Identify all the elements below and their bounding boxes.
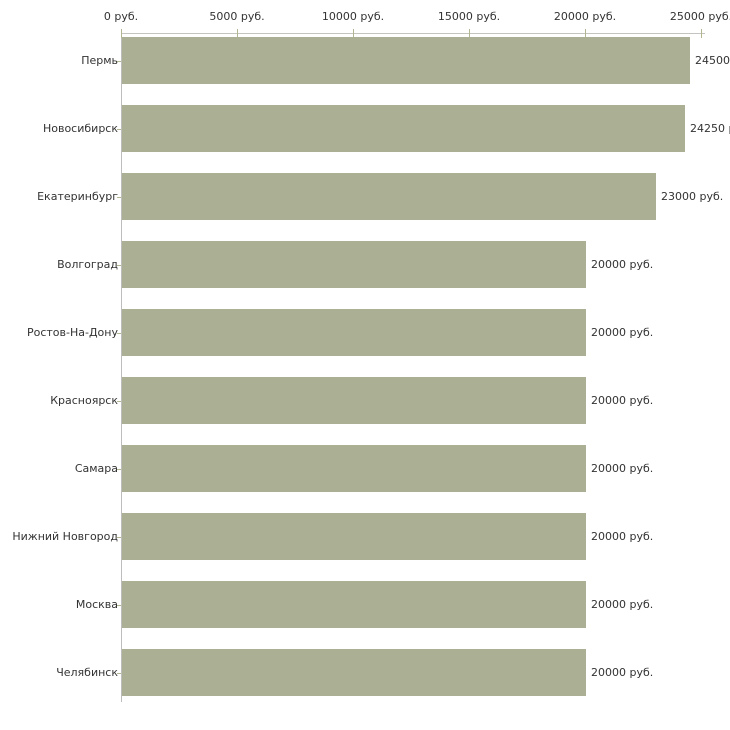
- bar: [122, 649, 586, 696]
- x-axis-tick-mark: [469, 29, 470, 38]
- y-axis-tick-mark: [117, 537, 121, 538]
- category-label: Ростов-На-Дону: [26, 325, 118, 339]
- x-axis-tick-label: 25000 руб.: [669, 10, 730, 23]
- x-axis-line: [121, 33, 705, 34]
- bar: [122, 445, 586, 492]
- bar: [122, 309, 586, 356]
- x-axis-tick-label: 0 руб.: [103, 10, 139, 23]
- value-label: 20000 руб.: [591, 461, 654, 475]
- category-label: Екатеринбург: [37, 189, 118, 203]
- value-label: 24500 руб.: [695, 53, 730, 67]
- bar: [122, 581, 586, 628]
- category-label: Пермь: [81, 53, 118, 67]
- bar: [122, 377, 586, 424]
- value-label: 20000 руб.: [591, 597, 654, 611]
- y-axis-tick-mark: [117, 61, 121, 62]
- y-axis-tick-mark: [117, 333, 121, 334]
- x-axis-tick-mark: [585, 29, 586, 38]
- value-label: 20000 руб.: [591, 325, 654, 339]
- x-axis-tick-mark: [121, 29, 122, 38]
- category-label: Москва: [75, 597, 118, 611]
- category-label: Волгоград: [57, 257, 118, 271]
- value-label: 20000 руб.: [591, 257, 654, 271]
- y-axis-tick-mark: [117, 197, 121, 198]
- category-label: Самара: [74, 461, 118, 475]
- y-axis-tick-mark: [117, 129, 121, 130]
- x-axis-tick-label: 15000 руб.: [437, 10, 501, 23]
- y-axis-tick-mark: [117, 401, 121, 402]
- value-label: 20000 руб.: [591, 529, 654, 543]
- y-axis-tick-mark: [117, 673, 121, 674]
- bar: [122, 241, 586, 288]
- value-label: 20000 руб.: [591, 393, 654, 407]
- y-axis-tick-mark: [117, 265, 121, 266]
- category-label: Красноярск: [50, 393, 118, 407]
- category-label: Нижний Новгород: [12, 529, 118, 543]
- value-label: 20000 руб.: [591, 665, 654, 679]
- value-label: 24250 руб.: [690, 121, 730, 135]
- x-axis-tick-label: 5000 руб.: [209, 10, 265, 23]
- category-label: Новосибирск: [42, 121, 118, 135]
- bar: [122, 37, 690, 84]
- y-axis-tick-mark: [117, 469, 121, 470]
- bar: [122, 173, 656, 220]
- x-axis-tick-label: 20000 руб.: [553, 10, 617, 23]
- bar: [122, 513, 586, 560]
- value-label: 23000 руб.: [661, 189, 724, 203]
- bar: [122, 105, 685, 152]
- category-label: Челябинск: [56, 665, 118, 679]
- y-axis-line: [121, 33, 122, 702]
- x-axis-tick-mark: [701, 29, 702, 38]
- x-axis-tick-label: 10000 руб.: [321, 10, 385, 23]
- y-axis-tick-mark: [117, 605, 121, 606]
- x-axis-tick-mark: [353, 29, 354, 38]
- x-axis-tick-mark: [237, 29, 238, 38]
